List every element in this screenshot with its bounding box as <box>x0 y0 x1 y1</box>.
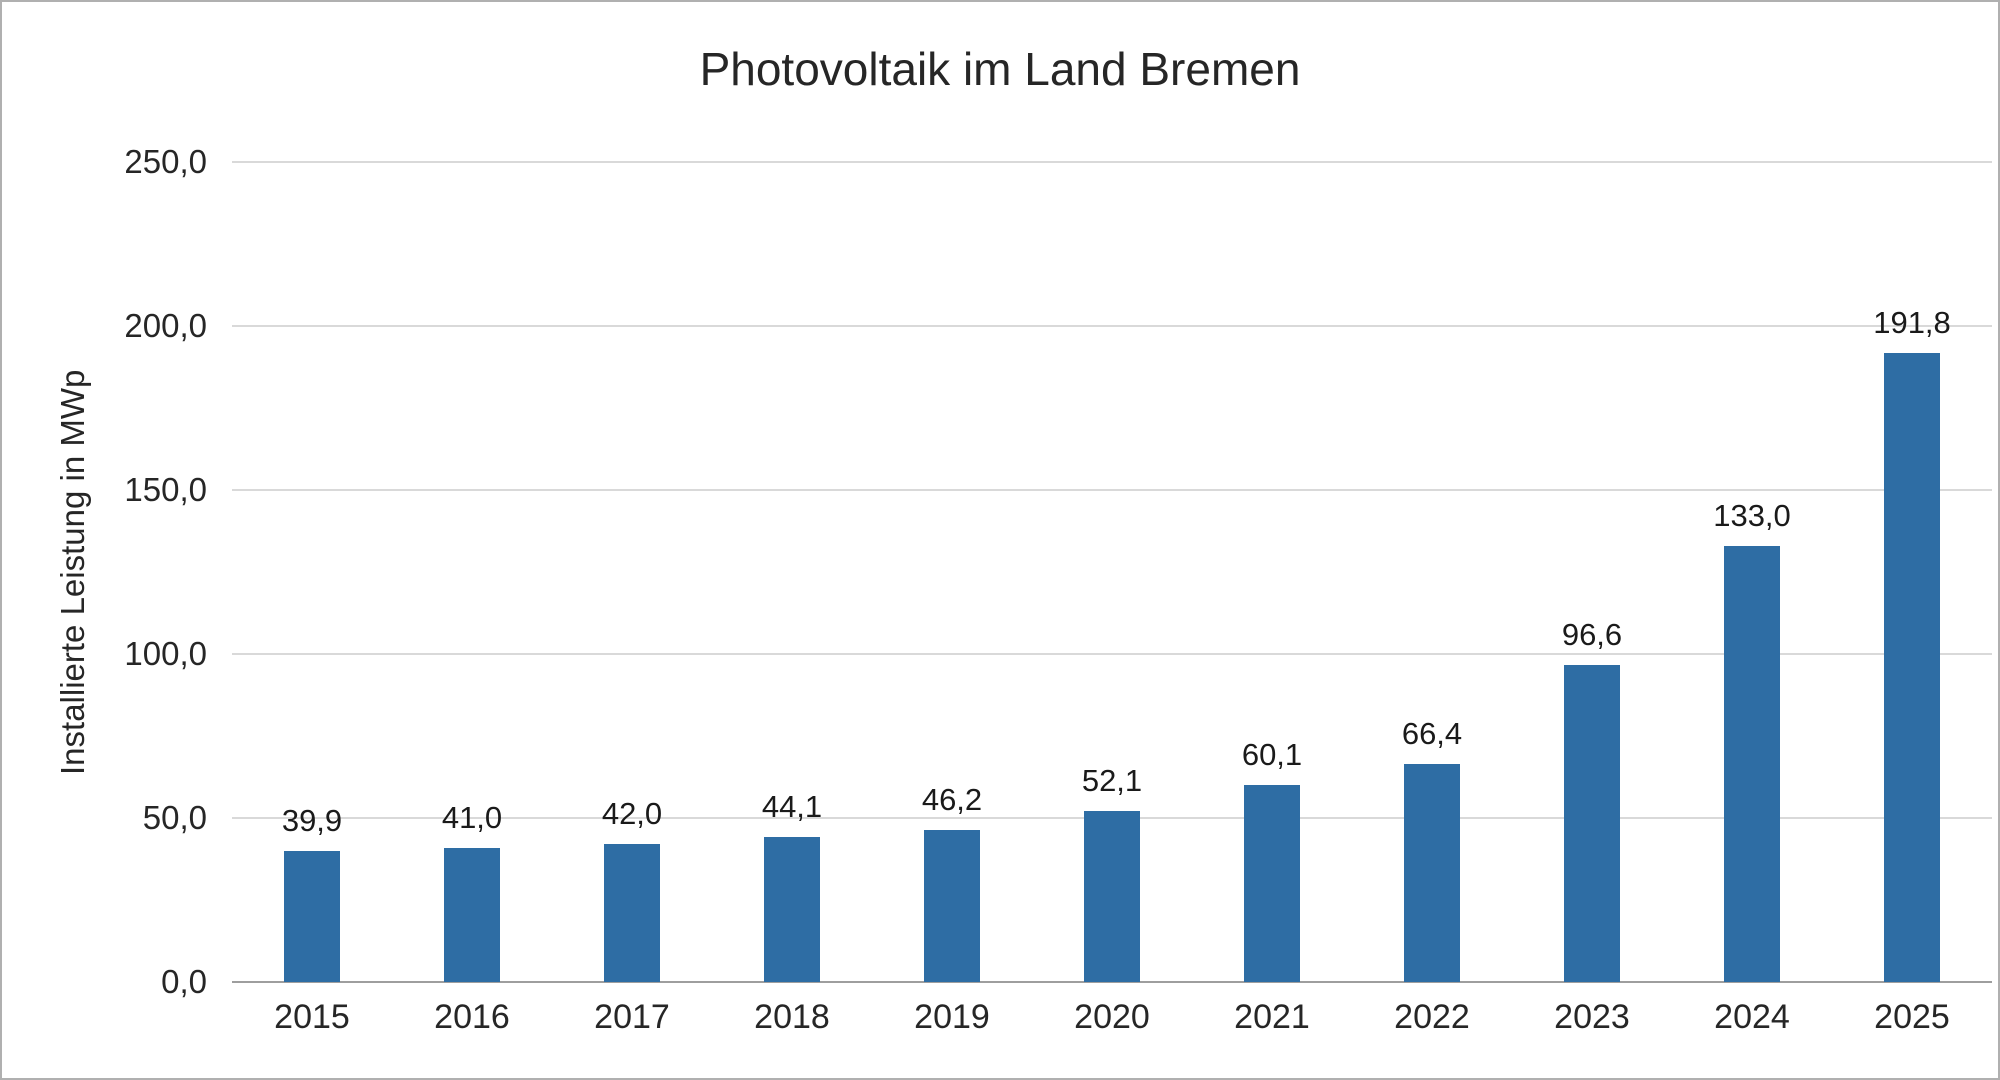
y-tick-label: 50,0 <box>142 799 207 836</box>
bar-value-label: 66,4 <box>1401 716 1463 752</box>
gridline <box>232 325 1992 327</box>
bar-value-label: 52,1 <box>1081 763 1143 799</box>
bar-slot: 60,1 <box>1192 162 1352 982</box>
bar <box>1084 811 1140 982</box>
y-tick-label: 250,0 <box>124 143 207 180</box>
y-tick-label: 150,0 <box>124 471 207 508</box>
bar-slot: 191,8 <box>1832 162 1992 982</box>
x-tick-label: 2024 <box>1714 998 1790 1036</box>
bar-value-label: 60,1 <box>1241 736 1303 772</box>
bar-value-label: 133,0 <box>1713 497 1791 533</box>
bar-value-label: 191,8 <box>1873 304 1951 340</box>
x-tick-label: 2016 <box>434 998 510 1036</box>
y-tick-label: 0,0 <box>161 963 207 1000</box>
bar <box>1244 784 1300 982</box>
bar-value-label: 46,2 <box>921 782 983 818</box>
bar-slot: 42,0 <box>552 162 712 982</box>
bar <box>284 851 340 982</box>
y-axis-ticks: 0,0 50,0 100,0 150,0 200,0 250,0 <box>32 143 207 1000</box>
x-tick-label: 2022 <box>1394 998 1470 1036</box>
bar <box>764 837 820 982</box>
x-tick-label: 2025 <box>1874 998 1950 1036</box>
x-tick-label: 2020 <box>1074 998 1150 1036</box>
plot-area: 39,9 41,0 42,0 44,1 46,2 52,1 60,1 66,4 96,6 133,… <box>232 161 1992 983</box>
gridline <box>232 489 1992 491</box>
bar <box>1724 545 1780 982</box>
bar <box>1564 665 1620 982</box>
bar-slot: 41,0 <box>392 162 552 982</box>
bar-value-label: 44,1 <box>761 789 823 825</box>
bar <box>444 847 500 982</box>
bar <box>1884 352 1940 982</box>
bar-slot: 39,9 <box>232 162 392 982</box>
bar <box>924 830 980 982</box>
bar-value-label: 41,0 <box>441 799 503 835</box>
gridline <box>232 161 1992 163</box>
bar <box>604 844 660 982</box>
bar-slot: 133,0 <box>1672 162 1832 982</box>
x-tick-label: 2015 <box>274 998 350 1036</box>
gridline <box>232 653 1992 655</box>
y-tick-label: 200,0 <box>124 307 207 344</box>
bar <box>1404 764 1460 982</box>
bar-value-label: 96,6 <box>1561 617 1623 653</box>
bar-slot: 46,2 <box>872 162 1032 982</box>
x-tick-label: 2021 <box>1234 998 1310 1036</box>
x-tick-label: 2018 <box>754 998 830 1036</box>
bar-slot: 66,4 <box>1352 162 1512 982</box>
bar-slot: 96,6 <box>1512 162 1672 982</box>
bar-series: 39,9 41,0 42,0 44,1 46,2 52,1 60,1 66,4 96,6 133,… <box>232 162 1992 982</box>
y-tick-label: 100,0 <box>124 635 207 672</box>
bar-slot: 44,1 <box>712 162 872 982</box>
x-tick-label: 2019 <box>914 998 990 1036</box>
bar-value-label: 42,0 <box>601 796 663 832</box>
chart-title: Photovoltaik im Land Bremen <box>699 43 1301 95</box>
bar-value-label: 39,9 <box>281 803 343 839</box>
bar-slot: 52,1 <box>1032 162 1192 982</box>
x-tick-label: 2017 <box>594 998 670 1036</box>
x-axis-line <box>232 981 1992 983</box>
x-axis-ticks: 2015 2016 2017 2018 2019 2020 2021 2022 2023 2024… <box>232 998 1992 1037</box>
x-tick-label: 2023 <box>1554 998 1630 1036</box>
